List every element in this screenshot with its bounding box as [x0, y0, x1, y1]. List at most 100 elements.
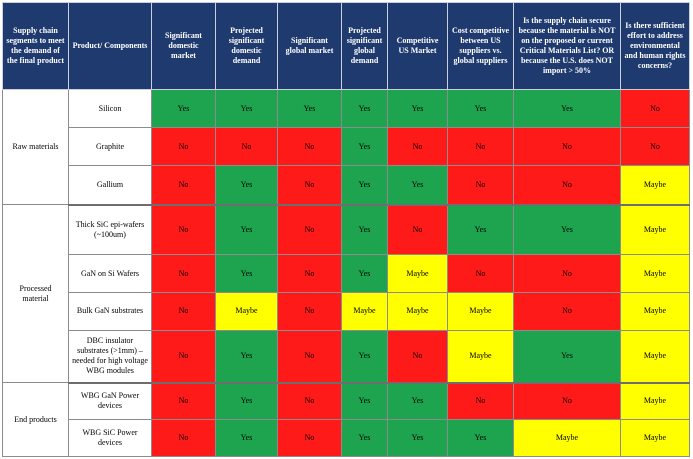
- product-label: WBG SiC Power devices: [68, 418, 152, 458]
- rating-cell: No: [151, 204, 216, 256]
- rating-cell: No: [513, 127, 621, 166]
- rating-cell: No: [277, 418, 342, 458]
- rating-cell: No: [277, 164, 342, 206]
- rating-cell: Maybe: [620, 204, 690, 256]
- rating-cell: No: [513, 164, 621, 206]
- rating-cell: No: [151, 127, 216, 166]
- rating-cell: Yes: [447, 88, 514, 129]
- rating-cell: Maybe: [387, 254, 448, 293]
- rating-cell: No: [387, 127, 448, 166]
- rating-cell: No: [447, 164, 514, 206]
- header-projected-domestic-demand: Projected significant domestic demand: [215, 2, 278, 90]
- rating-cell: No: [513, 291, 621, 332]
- table-row: Raw materials Silicon Yes Yes Yes Yes Yes Yes Ye…: [2, 88, 690, 206]
- rating-cell: Yes: [215, 88, 278, 129]
- rating-cell: No: [620, 127, 690, 166]
- header-competitive-us-market: Competitive US Market: [387, 2, 448, 90]
- rating-cell: Yes: [277, 88, 342, 129]
- product-label: DBC insulator substrates (>1mm) – needed…: [68, 330, 152, 384]
- rating-cell: No: [620, 88, 690, 129]
- rating-cell: Yes: [341, 418, 388, 458]
- rating-cell: Yes: [215, 204, 278, 256]
- rating-cell: Yes: [387, 382, 448, 420]
- rating-cell: Yes: [341, 204, 388, 256]
- product-label: Gallium: [68, 164, 152, 206]
- rating-cell: No: [387, 204, 448, 256]
- rating-cell: No: [387, 330, 448, 384]
- segment-label: Raw materials: [2, 88, 69, 206]
- rating-cell: Maybe: [620, 254, 690, 293]
- rating-cell: Maybe: [620, 382, 690, 420]
- rating-cell: Maybe: [620, 330, 690, 384]
- rating-cell: Yes: [151, 88, 216, 129]
- rating-cell: Yes: [215, 254, 278, 293]
- table-body: Raw materials Silicon Yes Yes Yes Yes Yes Yes Ye…: [2, 88, 690, 458]
- rating-cell: No: [277, 127, 342, 166]
- rating-cell: No: [151, 330, 216, 384]
- product-label: GaN on Si Wafers: [68, 254, 152, 293]
- table-row: Bulk GaN substrates No Maybe No Maybe Maybe Ma…: [3, 291, 690, 332]
- table-row: End products WBG GaN Power devices No Yes No…: [2, 382, 690, 457]
- rating-cell: Yes: [341, 127, 388, 166]
- rating-cell: Maybe: [341, 291, 388, 332]
- rating-cell: No: [277, 330, 342, 384]
- rating-cell: Yes: [215, 330, 278, 384]
- segment-label: Processed material: [2, 204, 69, 384]
- rating-cell: No: [151, 418, 216, 458]
- product-label: WBG GaN Power devices: [68, 382, 152, 420]
- rating-cell: No: [277, 382, 342, 420]
- rating-cell: No: [151, 254, 216, 293]
- rating-cell: No: [447, 254, 514, 293]
- product-label: Graphite: [68, 127, 152, 166]
- rating-cell: Yes: [341, 330, 388, 384]
- rating-cell: No: [513, 254, 621, 293]
- rating-cell: Yes: [341, 88, 388, 129]
- table-row: Gallium No Yes No Yes Yes No No Maybe: [3, 164, 690, 206]
- rating-cell: Yes: [341, 382, 388, 420]
- rating-cell: Maybe: [513, 418, 621, 458]
- rating-cell: Maybe: [447, 330, 514, 384]
- rating-cell: No: [215, 127, 278, 166]
- rating-cell: Maybe: [215, 291, 278, 332]
- rating-cell: Yes: [513, 330, 621, 384]
- rating-cell: Yes: [513, 88, 621, 129]
- rating-cell: Maybe: [620, 164, 690, 206]
- table-row: Processed material Thick SiC epi-wafers (…: [2, 204, 690, 384]
- rating-cell: Maybe: [387, 291, 448, 332]
- rating-cell: Maybe: [447, 291, 514, 332]
- rating-cell: Yes: [215, 418, 278, 458]
- header-product: Product/ Components: [68, 2, 152, 90]
- table-row: WBG SiC Power devices No Yes No Yes Yes Yes May…: [3, 418, 690, 458]
- rating-cell: Yes: [387, 164, 448, 206]
- rating-cell: No: [447, 382, 514, 420]
- table-row: DBC insulator substrates (>1mm) – needed…: [3, 330, 690, 384]
- table-row: GaN on Si Wafers No Yes No Yes Maybe No No Maybe: [3, 254, 690, 293]
- rating-cell: Yes: [387, 88, 448, 129]
- rating-cell: Yes: [341, 164, 388, 206]
- rating-cell: No: [277, 254, 342, 293]
- header-segment: Supply chain segments to meet the demand…: [2, 2, 69, 90]
- rating-cell: Yes: [447, 204, 514, 256]
- rating-cell: No: [151, 382, 216, 420]
- header-row: Supply chain segments to meet the demand…: [2, 2, 690, 90]
- header-projected-global-demand: Projected significant global demand: [341, 2, 388, 90]
- rating-cell: No: [277, 291, 342, 332]
- header-supply-chain-secure: Is the supply chain secure because the m…: [513, 2, 621, 90]
- product-label: Silicon: [68, 88, 152, 129]
- rating-cell: No: [277, 204, 342, 256]
- rating-cell: No: [447, 127, 514, 166]
- rating-cell: No: [151, 164, 216, 206]
- rating-cell: Yes: [341, 254, 388, 293]
- table-row: Graphite No No No Yes No No No No: [3, 127, 690, 166]
- product-label: Thick SiC epi-wafers (~100um): [68, 204, 152, 256]
- header-environmental-human-rights: Is there sufficient effort to address en…: [620, 2, 690, 90]
- rating-cell: Maybe: [620, 418, 690, 458]
- header-cost-competitive: Cost competitive between US suppliers vs…: [447, 2, 514, 90]
- rating-cell: No: [513, 382, 621, 420]
- rating-cell: Yes: [447, 418, 514, 458]
- segment-label: End products: [2, 382, 69, 457]
- rating-cell: Maybe: [620, 291, 690, 332]
- header-significant-global-market: Significant global market: [277, 2, 342, 90]
- rating-cell: Yes: [215, 382, 278, 420]
